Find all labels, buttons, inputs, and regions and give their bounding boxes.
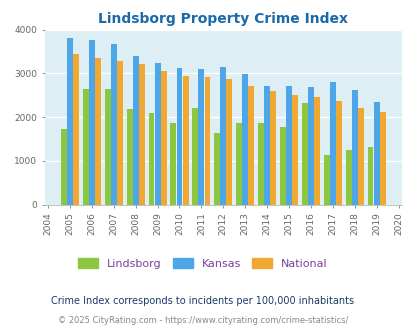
Bar — [242, 74, 247, 205]
Bar — [89, 40, 95, 205]
Bar — [301, 103, 307, 205]
Bar — [379, 112, 385, 205]
Bar — [73, 54, 79, 205]
Bar — [83, 89, 89, 205]
Bar — [154, 63, 160, 205]
Legend: Lindsborg, Kansas, National: Lindsborg, Kansas, National — [74, 254, 331, 273]
Bar — [182, 76, 188, 205]
Bar — [258, 123, 263, 205]
Bar — [264, 86, 269, 205]
Bar — [270, 91, 275, 205]
Bar — [176, 68, 182, 205]
Bar — [61, 129, 67, 205]
Bar — [292, 95, 297, 205]
Bar — [132, 56, 139, 205]
Bar — [111, 44, 117, 205]
Bar — [67, 38, 73, 205]
Bar — [323, 155, 329, 205]
Bar — [335, 101, 341, 205]
Bar — [126, 109, 132, 205]
Bar — [351, 90, 357, 205]
Bar — [148, 113, 154, 205]
Bar — [279, 127, 285, 205]
Bar — [345, 149, 351, 205]
Bar — [139, 64, 145, 205]
Bar — [220, 67, 226, 205]
Bar — [248, 86, 254, 205]
Bar — [373, 102, 379, 205]
Text: Crime Index corresponds to incidents per 100,000 inhabitants: Crime Index corresponds to incidents per… — [51, 296, 354, 306]
Bar — [357, 108, 363, 205]
Bar — [192, 108, 198, 205]
Bar — [160, 71, 166, 205]
Bar — [95, 58, 101, 205]
Bar — [329, 82, 335, 205]
Bar — [204, 77, 210, 205]
Bar — [307, 86, 313, 205]
Bar — [367, 147, 373, 205]
Bar — [117, 61, 123, 205]
Bar — [104, 89, 110, 205]
Text: © 2025 CityRating.com - https://www.cityrating.com/crime-statistics/: © 2025 CityRating.com - https://www.city… — [58, 316, 347, 325]
Bar — [214, 133, 220, 205]
Bar — [286, 86, 291, 205]
Bar — [226, 79, 232, 205]
Bar — [198, 69, 204, 205]
Title: Lindsborg Property Crime Index: Lindsborg Property Crime Index — [98, 12, 347, 26]
Bar — [313, 97, 319, 205]
Bar — [236, 123, 241, 205]
Bar — [170, 123, 176, 205]
